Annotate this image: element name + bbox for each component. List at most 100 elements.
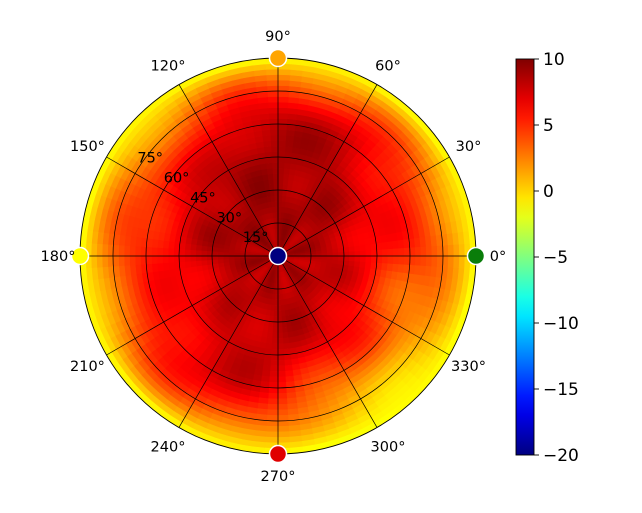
heat-cell bbox=[233, 252, 240, 257]
heat-cell bbox=[173, 255, 180, 264]
heat-cell bbox=[271, 348, 279, 356]
reference-marker bbox=[268, 246, 288, 266]
heat-cell bbox=[277, 200, 282, 207]
colorbar-tick-label: −10 bbox=[543, 314, 579, 334]
heat-cell bbox=[277, 195, 283, 202]
heat-cell bbox=[277, 381, 288, 389]
heat-cell bbox=[277, 140, 286, 147]
heat-cell bbox=[206, 251, 213, 257]
heat-cell bbox=[101, 255, 109, 269]
heat-cell bbox=[140, 246, 147, 257]
heat-cell bbox=[272, 173, 279, 180]
heat-cell bbox=[162, 255, 169, 265]
heat-cell bbox=[359, 260, 367, 268]
reference-marker bbox=[268, 444, 288, 464]
angular-gridline bbox=[106, 156, 279, 257]
heat-cell bbox=[277, 189, 283, 196]
heat-cell bbox=[118, 255, 125, 268]
heat-cell bbox=[268, 392, 279, 400]
angular-gridline bbox=[277, 255, 450, 356]
heat-cell bbox=[267, 409, 279, 416]
heat-cell bbox=[134, 255, 142, 266]
heat-cell bbox=[274, 294, 279, 301]
heat-cell bbox=[277, 74, 291, 81]
heat-cell bbox=[277, 96, 289, 103]
reference-marker bbox=[70, 246, 90, 266]
heat-cell bbox=[272, 178, 279, 185]
heat-cell bbox=[354, 260, 361, 268]
heat-cell bbox=[167, 255, 175, 264]
angle-tick-label: 0° bbox=[490, 249, 506, 265]
heat-cell bbox=[277, 354, 286, 361]
angle-tick-label: 180° bbox=[41, 249, 76, 265]
angle-tick-label: 90° bbox=[265, 29, 291, 45]
heat-cell bbox=[277, 359, 286, 367]
heat-cell bbox=[222, 252, 229, 257]
heatmap-field bbox=[80, 58, 476, 454]
heat-cell bbox=[167, 248, 175, 257]
heat-cell bbox=[381, 262, 389, 271]
heat-cell bbox=[265, 68, 279, 76]
heat-cell bbox=[270, 145, 279, 153]
colorbar-tick-label: −15 bbox=[543, 380, 579, 400]
heat-cell bbox=[107, 255, 114, 268]
heat-cell bbox=[151, 247, 158, 257]
heat-cell bbox=[273, 310, 279, 317]
heat-cell bbox=[107, 244, 114, 257]
heat-cell bbox=[425, 245, 433, 257]
heat-cell bbox=[270, 354, 279, 361]
heat-cell bbox=[431, 244, 438, 257]
angle-tick-label: 240° bbox=[151, 440, 186, 456]
heat-cell bbox=[277, 403, 289, 411]
heat-cell bbox=[140, 255, 147, 266]
heat-cell bbox=[281, 184, 288, 191]
heat-cell bbox=[277, 343, 285, 350]
heat-cell bbox=[414, 255, 422, 266]
heat-cell bbox=[403, 255, 411, 265]
heat-cell bbox=[267, 101, 279, 109]
heat-cell bbox=[364, 261, 372, 269]
heat-cell bbox=[370, 261, 378, 270]
heat-cell bbox=[151, 255, 158, 265]
heat-cell bbox=[453, 255, 460, 269]
radial-tick-label: 15° bbox=[243, 230, 269, 246]
angular-gridline bbox=[277, 255, 378, 428]
heat-cell bbox=[277, 436, 291, 444]
heat-cell bbox=[282, 167, 290, 175]
heat-cell bbox=[167, 262, 175, 271]
heat-cell bbox=[370, 255, 378, 263]
heat-cell bbox=[211, 251, 218, 257]
heat-cell bbox=[381, 255, 389, 264]
heat-cell bbox=[145, 255, 153, 266]
heat-cell bbox=[420, 245, 427, 257]
angular-gridline bbox=[277, 84, 378, 257]
heat-cell bbox=[284, 359, 293, 367]
heat-cell bbox=[189, 249, 196, 257]
heat-cell bbox=[321, 255, 328, 260]
colorbar-tick-label: 10 bbox=[543, 50, 565, 70]
angle-tick-label: 60° bbox=[375, 58, 401, 74]
colorbar-tick-label: 0 bbox=[543, 182, 554, 202]
heat-cell bbox=[265, 342, 273, 350]
heat-cell bbox=[277, 173, 284, 180]
heat-cell bbox=[277, 206, 282, 213]
colorbar-tick-label: 5 bbox=[543, 116, 554, 136]
heat-cell bbox=[436, 244, 444, 257]
heat-cell bbox=[277, 68, 291, 76]
heat-cell bbox=[277, 112, 288, 120]
heat-cell bbox=[269, 140, 279, 147]
heat-cell bbox=[265, 74, 279, 81]
heat-cell bbox=[266, 96, 279, 103]
heat-cell bbox=[267, 326, 274, 334]
heat-cell bbox=[370, 249, 378, 257]
heat-cell bbox=[101, 244, 109, 257]
heat-cell bbox=[277, 387, 288, 394]
heat-cell bbox=[271, 338, 279, 345]
heat-cell bbox=[277, 431, 291, 438]
angle-tick-label: 330° bbox=[451, 359, 486, 375]
heat-cell bbox=[195, 255, 202, 262]
heat-cell bbox=[420, 255, 427, 267]
colorbar-gradient bbox=[515, 58, 535, 456]
heat-cell bbox=[184, 255, 191, 263]
